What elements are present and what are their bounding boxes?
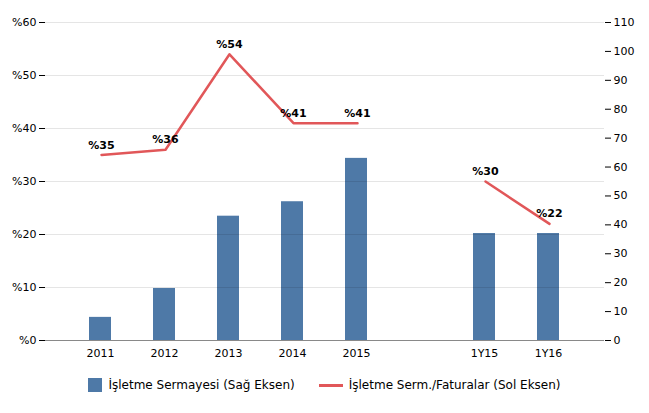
svg-text:1Y16: 1Y16	[535, 347, 563, 360]
svg-text:%50: %50	[12, 69, 36, 82]
svg-text:70: 70	[614, 132, 628, 145]
svg-text:2015: 2015	[343, 347, 371, 360]
svg-text:1Y15: 1Y15	[471, 347, 499, 360]
svg-text:%41: %41	[280, 107, 306, 120]
svg-text:2011: 2011	[87, 347, 115, 360]
svg-text:%22: %22	[536, 207, 562, 220]
svg-text:%30: %30	[12, 175, 36, 188]
svg-text:%20: %20	[12, 228, 36, 241]
svg-text:0: 0	[614, 334, 621, 347]
svg-text:%40: %40	[12, 122, 36, 135]
svg-text:%41: %41	[344, 107, 370, 120]
svg-text:%54: %54	[216, 38, 243, 51]
svg-text:%10: %10	[12, 281, 36, 294]
svg-text:80: 80	[614, 103, 628, 116]
svg-text:%60: %60	[12, 16, 36, 29]
svg-text:2014: 2014	[279, 347, 307, 360]
svg-text:%36: %36	[152, 133, 179, 146]
svg-text:40: 40	[614, 218, 628, 231]
svg-text:100: 100	[614, 45, 635, 58]
svg-text:%0: %0	[19, 334, 36, 347]
html-text:İşletme Serm./Faturalar (Sol E: İşletme Serm./Faturalar (Sol Eksen)	[348, 378, 561, 392]
svg-text:60: 60	[614, 161, 628, 174]
svg-text:2013: 2013	[215, 347, 243, 360]
svg-text:%30: %30	[472, 165, 499, 178]
svg-text:2012: 2012	[151, 347, 179, 360]
svg-text:%35: %35	[88, 139, 114, 152]
svg-text:90: 90	[614, 74, 628, 87]
html-text:İşletme Sermayesi (Sağ Eksen): İşletme Sermayesi (Sağ Eksen)	[108, 378, 295, 392]
svg-text:50: 50	[614, 189, 628, 202]
svg-text:20: 20	[614, 276, 628, 289]
svg-text:30: 30	[614, 247, 628, 260]
svg-text:10: 10	[614, 305, 628, 318]
svg-text:110: 110	[614, 16, 635, 29]
